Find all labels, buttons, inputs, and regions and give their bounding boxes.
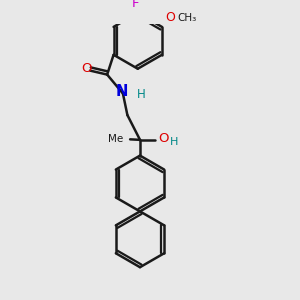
Text: O: O [158,132,169,145]
Text: O: O [165,11,175,24]
Text: F: F [132,0,140,11]
Text: H: H [137,88,146,101]
Text: H: H [169,137,178,147]
Text: CH₃: CH₃ [177,13,196,23]
Text: Me: Me [108,134,123,144]
Text: O: O [81,62,91,75]
Text: N: N [115,84,128,99]
